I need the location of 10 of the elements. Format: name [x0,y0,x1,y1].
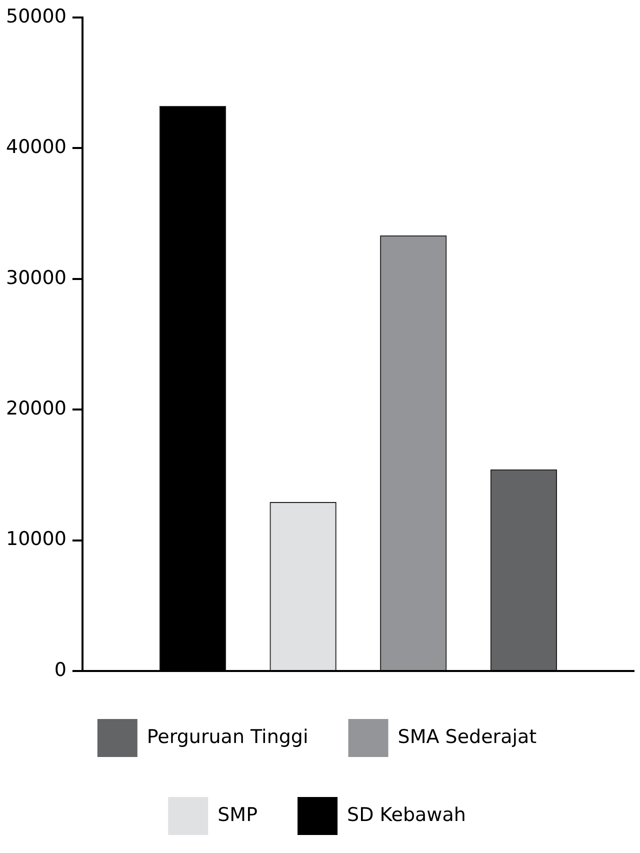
y-tick-label: 50000 [6,5,66,28]
y-tick-label: 30000 [6,266,66,289]
y-tick-label: 10000 [6,528,66,550]
y-tick-label: 40000 [6,136,66,158]
legend-label: SMA Sederajat [398,726,537,748]
y-tick-label: 0 [54,658,66,681]
y-tick-label: 20000 [6,397,66,420]
legend-label: SD Kebawah [347,804,466,826]
legend-label: Perguruan Tinggi [146,726,308,748]
legend-label: SMP [218,804,258,826]
